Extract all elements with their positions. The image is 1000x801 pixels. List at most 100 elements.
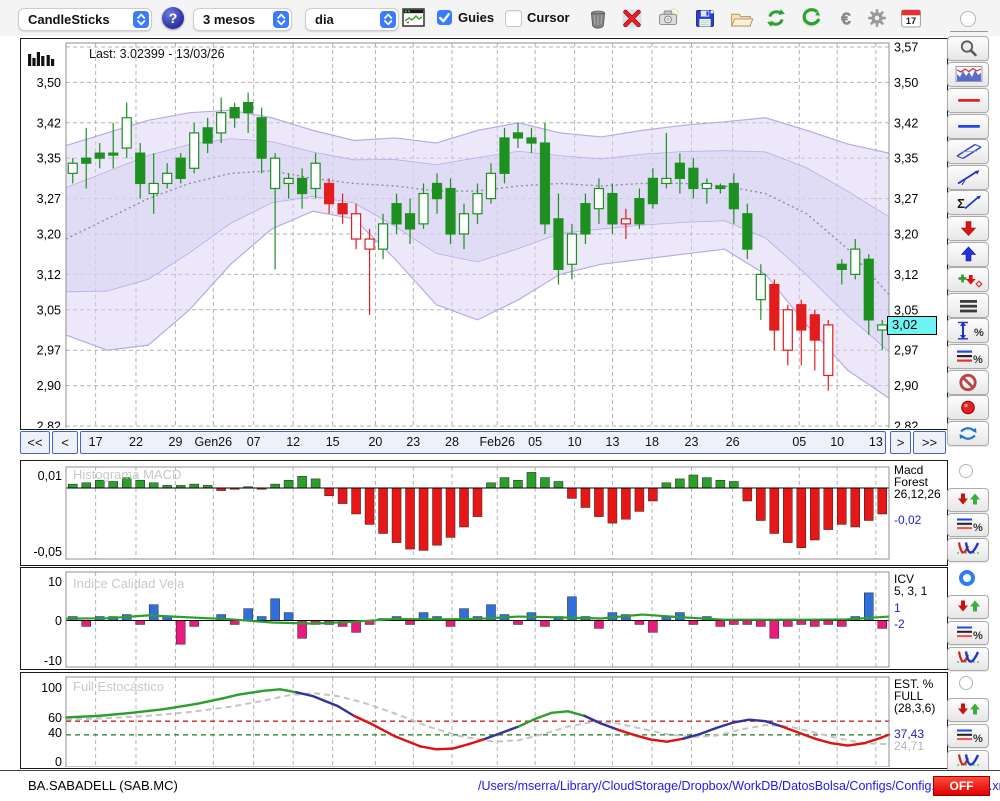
last-price-label: Last: 3.02399 - 13/03/26	[89, 47, 225, 61]
stoch-value-d: 24,71	[894, 739, 925, 753]
macd-curves-button[interactable]	[947, 538, 989, 562]
icv-value-1: 1	[894, 601, 901, 615]
measure-percent-tool-button[interactable]: %	[947, 318, 989, 343]
help-button[interactable]: ?	[162, 7, 184, 29]
date-scrollbar: << < 17 22 29 Gen26 07 12 15 20 23 28 Feb26 05 10 13 1…	[20, 431, 948, 456]
candlestick-chart-panel[interactable]: 3,57 3,50 3,50 3,42 3,42 3,35 3,35 3,27 3,27 3,20…	[20, 38, 948, 430]
date-label: 23	[406, 435, 421, 449]
list-tool-button[interactable]	[947, 293, 989, 318]
icv-lines-percent-button[interactable]: %	[947, 621, 989, 645]
macd-signal-arrows-button[interactable]	[947, 488, 989, 512]
sigma-trendline-tool-button[interactable]: Σ	[947, 190, 989, 215]
symbol-label: BA.SABADELL (SAB.MC)	[28, 778, 178, 793]
date-label: 12	[286, 435, 301, 449]
period-select[interactable]: 3 mesos	[193, 8, 292, 31]
lines-percent-icon: %	[952, 725, 984, 747]
curves-icon	[952, 539, 984, 561]
signals-add-tool-button[interactable]	[947, 267, 989, 292]
candlestick-chart: 3,57 3,50 3,50 3,42 3,42 3,35 3,35 3,27 3,27 3,20…	[37, 41, 918, 428]
snapshot-icon[interactable]	[653, 5, 681, 31]
svg-text:3,12: 3,12	[37, 268, 61, 282]
date-label: Feb26	[479, 435, 515, 449]
settings-gear-icon[interactable]	[862, 5, 890, 31]
scroll-prev-button[interactable]: <	[52, 431, 78, 454]
stoch-tick-40: 40	[48, 726, 62, 740]
svg-text:3,35: 3,35	[37, 152, 61, 166]
red-hline-tool-button[interactable]	[947, 88, 989, 113]
arrow-down-red-icon	[952, 218, 984, 240]
calendar-icon[interactable]: 17	[896, 5, 924, 31]
stoch-tick-100: 100	[41, 681, 62, 695]
svg-text:3,27: 3,27	[37, 192, 61, 206]
open-folder-icon[interactable]	[726, 5, 754, 31]
signal-arrows-icon	[952, 489, 984, 511]
chart-type-value: CandleSticks	[28, 12, 110, 27]
guies-label: Guies	[458, 10, 495, 25]
select-stepper-icon	[273, 11, 289, 28]
list-icon	[952, 295, 984, 317]
help-glyph: ?	[168, 10, 178, 26]
macd-label-type: Forest	[894, 475, 929, 489]
svg-text:3,42: 3,42	[894, 116, 918, 130]
stoch-lines-percent-button[interactable]: %	[947, 724, 989, 748]
svg-text:3,05: 3,05	[37, 303, 61, 317]
scroll-last-button[interactable]: >>	[913, 431, 946, 454]
svg-text:2,97: 2,97	[894, 344, 918, 358]
main-panel-radio[interactable]	[960, 11, 976, 27]
arrow-down-red-tool-button[interactable]	[947, 216, 989, 241]
svg-text:3,35: 3,35	[894, 152, 918, 166]
refresh-icon[interactable]	[761, 5, 789, 31]
record-tool-button[interactable]	[947, 395, 989, 420]
record-icon	[952, 397, 984, 419]
scroll-first-button[interactable]: <<	[20, 431, 50, 454]
mini-chart-window-icon[interactable]	[402, 8, 430, 34]
stoch-signal-arrows-button[interactable]	[947, 698, 989, 722]
cursor-label: Cursor	[527, 10, 570, 25]
trash-icon[interactable]	[583, 5, 611, 31]
date-label: 18	[645, 435, 659, 449]
indicator-chart-icon	[952, 64, 984, 86]
arrow-up-blue-tool-button[interactable]	[947, 242, 989, 267]
channel-tool-button[interactable]	[947, 139, 989, 164]
svg-text:%: %	[973, 354, 983, 366]
date-label: 10	[567, 435, 582, 449]
save-icon[interactable]	[690, 5, 718, 31]
select-stepper-icon	[380, 11, 396, 28]
interval-select[interactable]: dia	[305, 8, 399, 31]
sync-web-icon[interactable]	[796, 5, 824, 31]
stoch-tick-0: 0	[55, 755, 62, 769]
red-hline-icon	[952, 90, 984, 112]
macd-current-value: -0,02	[894, 513, 922, 527]
forbid-tool-button[interactable]	[947, 370, 989, 395]
levels-percent-tool-button[interactable]: %	[947, 344, 989, 369]
macd-lines-percent-button[interactable]: %	[947, 513, 989, 537]
channel-icon	[952, 141, 984, 163]
macd-label-params: 26,12,26	[894, 487, 941, 501]
svg-text:%: %	[974, 327, 984, 339]
blue-hline-tool-button[interactable]	[947, 114, 989, 139]
stoch-panel-radio[interactable]	[959, 676, 973, 690]
indicator-chart-tool-button[interactable]	[947, 62, 989, 87]
chart-type-select[interactable]: CandleSticks	[18, 8, 152, 31]
macd-panel-radio[interactable]	[959, 464, 973, 478]
icv-panel-radio[interactable]	[959, 570, 975, 586]
currency-euro-icon[interactable]: €	[831, 5, 859, 31]
lines-percent-icon: %	[952, 622, 984, 644]
trendline-tool-button[interactable]	[947, 165, 989, 190]
date-axis-strip[interactable]: 17 22 29 Gen26 07 12 15 20 23 28 Feb26 05 10 13 18 23 26…	[80, 431, 886, 454]
guies-checkbox[interactable]	[437, 10, 452, 25]
svg-text:3,27: 3,27	[894, 192, 918, 206]
delete-red-x-icon[interactable]	[617, 5, 645, 31]
scroll-next-button[interactable]: >	[890, 431, 911, 454]
icv-signal-arrows-button[interactable]	[947, 595, 989, 619]
date-label: 23	[684, 435, 699, 449]
refresh-arrows-tool-button[interactable]	[947, 421, 989, 446]
icv-curves-button[interactable]	[947, 647, 989, 671]
icv-panel[interactable]: Indice Calidad Vela 10 0 -10 ICV 5, 3, 1…	[20, 567, 948, 670]
stochastic-panel[interactable]: Full Estocástico 100 60 40 0 EST. % FULL…	[20, 672, 948, 769]
macd-histogram-panel[interactable]: Histograma MACD 0,01 -0,05 Macd Forest 2…	[20, 460, 948, 566]
off-button[interactable]: OFF	[933, 776, 990, 796]
macd-label-name: Macd	[894, 463, 924, 477]
zoom-tool-button[interactable]	[947, 36, 989, 61]
cursor-checkbox[interactable]	[505, 10, 522, 27]
